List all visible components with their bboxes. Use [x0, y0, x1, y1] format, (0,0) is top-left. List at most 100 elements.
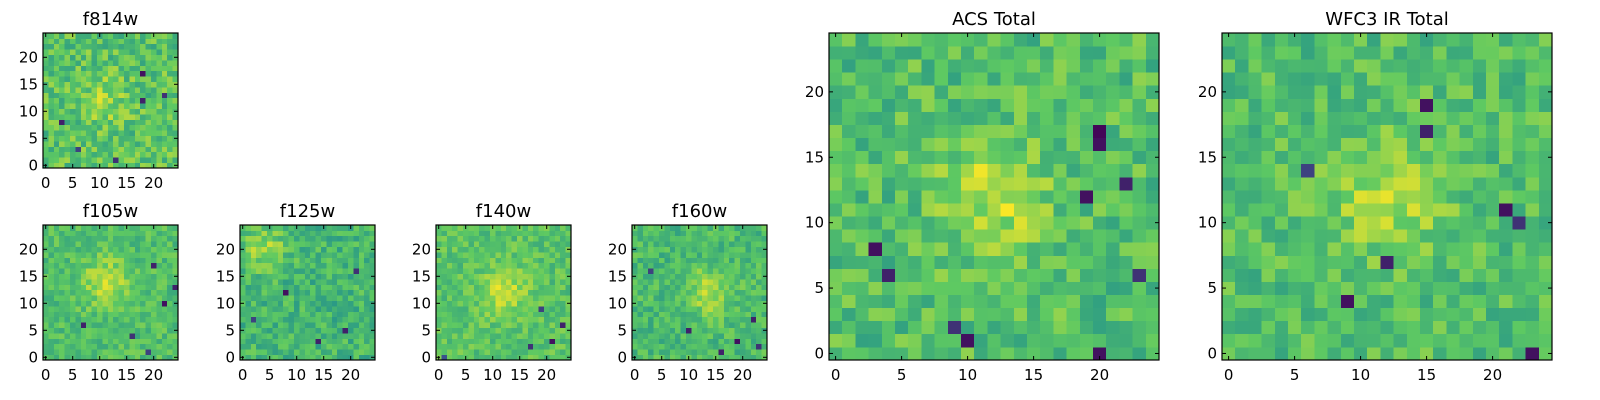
heatmap-cell — [855, 203, 869, 217]
heatmap-cell — [326, 333, 333, 339]
heatmap-cell — [707, 257, 714, 264]
heatmap-cell — [80, 343, 87, 350]
heatmap-cell — [80, 252, 87, 258]
heatmap-cell — [59, 241, 65, 247]
heatmap-cell — [533, 262, 539, 269]
heatmap-cell — [868, 124, 883, 139]
heatmap-cell — [441, 311, 448, 318]
heatmap-cell — [1000, 320, 1015, 335]
heatmap-cell — [632, 338, 638, 345]
heatmap-cell — [267, 343, 273, 350]
heatmap-cell — [686, 327, 692, 334]
heatmap-cell — [91, 43, 98, 50]
heatmap-cell — [921, 189, 935, 204]
heatmap-cell — [1433, 320, 1447, 335]
heatmap-cell — [1327, 85, 1342, 99]
heatmap-cell — [707, 284, 714, 291]
heatmap-cell — [729, 230, 735, 237]
heatmap-cell — [118, 306, 125, 312]
heatmap-cell — [1538, 189, 1553, 204]
heatmap-cell — [468, 246, 475, 253]
heatmap-cell — [59, 141, 65, 147]
heatmap-cell — [490, 230, 496, 237]
heatmap-cell — [1512, 320, 1526, 335]
heatmap-cell — [283, 306, 289, 312]
heatmap-cell — [134, 279, 141, 285]
heatmap-cell — [1053, 150, 1067, 165]
heatmap-cell — [353, 230, 360, 237]
heatmap-cell — [134, 65, 141, 72]
heatmap-cell — [987, 137, 1001, 152]
heatmap-cell — [446, 354, 453, 361]
heatmap-cell — [560, 343, 566, 350]
heatmap-cell — [1145, 163, 1160, 178]
heatmap-cell — [161, 38, 168, 45]
axes-frame — [828, 32, 1160, 361]
heatmap-cell — [364, 343, 370, 350]
heatmap-cell — [495, 295, 502, 301]
heatmap-cell — [113, 268, 119, 274]
heatmap-cell — [544, 284, 550, 291]
heatmap-cell — [326, 306, 333, 312]
heatmap-cell — [151, 103, 157, 109]
heatmap-cell — [1066, 124, 1081, 139]
heatmap-cell — [500, 354, 507, 361]
heatmap-cell — [653, 252, 660, 258]
heatmap-cell — [124, 241, 130, 247]
heatmap-cell — [321, 241, 327, 247]
heatmap-cell — [326, 241, 333, 247]
heatmap-cell — [642, 311, 649, 318]
heatmap-cell — [70, 268, 76, 274]
heatmap-cell — [272, 246, 279, 253]
heatmap-cell — [358, 257, 365, 264]
heatmap-cell — [1274, 307, 1289, 322]
heatmap-cell — [1446, 33, 1460, 47]
heatmap-cell — [1040, 33, 1054, 47]
heatmap-cell — [1406, 281, 1421, 295]
heatmap-cell — [48, 157, 55, 163]
heatmap-cell — [310, 322, 316, 328]
heatmap-cell — [1433, 307, 1447, 322]
heatmap-cell — [80, 76, 87, 82]
heatmap-cell — [315, 273, 322, 280]
heatmap-cell — [1512, 255, 1526, 269]
heatmap-cell — [145, 273, 152, 280]
heatmap-cell — [1433, 124, 1447, 139]
heatmap-cell — [118, 289, 125, 296]
heatmap-cell — [294, 257, 300, 264]
heatmap-cell — [829, 307, 843, 322]
heatmap-cell — [86, 252, 92, 258]
heatmap-cell — [441, 289, 448, 296]
heatmap-cell — [921, 203, 935, 217]
heatmap-cell — [70, 246, 76, 253]
heatmap-cell — [500, 225, 507, 231]
heatmap-cell — [855, 346, 869, 361]
heatmap-cell — [1327, 124, 1342, 139]
heatmap-cell — [321, 306, 327, 312]
panel-title: f125w — [280, 201, 335, 222]
heatmap-cell — [151, 130, 157, 136]
heatmap-cell — [86, 141, 92, 147]
heatmap-cell — [479, 257, 485, 264]
heatmap-cell — [468, 262, 475, 269]
heatmap-cell — [145, 333, 152, 339]
heatmap-cell — [70, 241, 76, 247]
heatmap-cell — [1288, 176, 1302, 191]
heatmap-cell — [1406, 203, 1421, 217]
heatmap-cell — [1119, 46, 1133, 60]
heatmap-cell — [729, 354, 735, 361]
heatmap-cell — [511, 306, 518, 312]
heatmap-cell — [304, 338, 311, 345]
heatmap-cell — [669, 246, 676, 253]
heatmap-cell — [1525, 333, 1540, 348]
heatmap-cell — [565, 241, 572, 247]
heatmap-cell — [974, 72, 988, 86]
heatmap-cell — [151, 257, 157, 264]
heatmap-cell — [1512, 268, 1526, 282]
heatmap-cell — [659, 349, 665, 355]
heatmap-cell — [895, 72, 909, 86]
heatmap-cell — [549, 268, 556, 274]
heatmap-cell — [113, 354, 119, 361]
heatmap-cell — [331, 273, 338, 280]
heatmap-cell — [756, 295, 762, 301]
